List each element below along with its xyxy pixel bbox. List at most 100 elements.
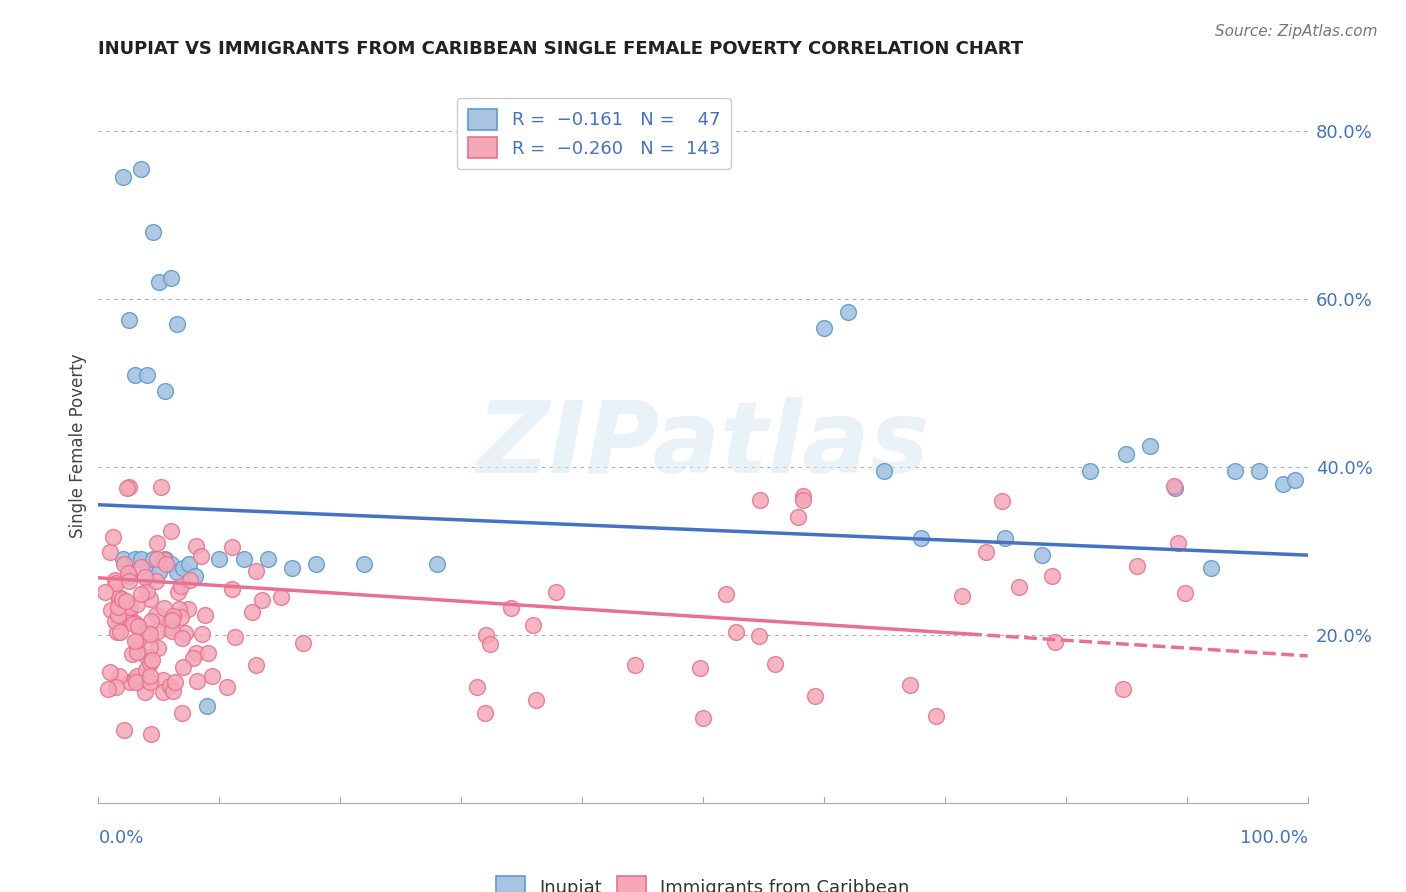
Point xyxy=(1040,569,1063,583)
Point xyxy=(170,631,193,645)
Point xyxy=(153,384,176,399)
Point xyxy=(108,625,131,640)
Point xyxy=(994,532,1017,546)
Point xyxy=(763,657,786,672)
Point xyxy=(305,557,328,571)
Point xyxy=(141,653,163,667)
Point xyxy=(813,321,835,335)
Point xyxy=(129,560,152,574)
Point xyxy=(245,657,267,672)
Point xyxy=(692,711,714,725)
Point xyxy=(873,464,896,478)
Point xyxy=(124,672,146,686)
Point xyxy=(115,594,138,608)
Point xyxy=(118,574,141,588)
Point xyxy=(1199,560,1222,574)
Point xyxy=(1272,476,1295,491)
Point xyxy=(100,603,122,617)
Point xyxy=(139,592,162,607)
Point xyxy=(129,587,152,601)
Point xyxy=(135,565,157,579)
Point xyxy=(97,682,120,697)
Point xyxy=(122,617,145,632)
Point xyxy=(136,584,159,599)
Point xyxy=(952,589,974,603)
Point xyxy=(148,275,170,289)
Point xyxy=(105,680,128,694)
Point xyxy=(153,553,176,567)
Point xyxy=(176,601,198,615)
Point xyxy=(1043,634,1066,648)
Point xyxy=(194,608,217,623)
Point xyxy=(153,552,176,566)
Point xyxy=(1031,548,1053,562)
Point xyxy=(1163,481,1185,495)
Point xyxy=(792,493,814,508)
Point xyxy=(146,551,169,566)
Point xyxy=(125,675,148,690)
Point xyxy=(1249,464,1271,478)
Point xyxy=(748,629,770,643)
Point xyxy=(250,592,273,607)
Point xyxy=(139,640,162,655)
Point xyxy=(124,368,146,382)
Point xyxy=(197,646,219,660)
Point xyxy=(624,657,647,672)
Point xyxy=(479,637,502,651)
Point xyxy=(170,579,193,593)
Point xyxy=(976,545,998,559)
Point xyxy=(121,647,143,661)
Point xyxy=(153,601,176,615)
Point xyxy=(1112,682,1135,697)
Point xyxy=(94,585,117,599)
Point xyxy=(107,608,129,623)
Point xyxy=(221,582,243,596)
Point xyxy=(221,540,243,554)
Point xyxy=(141,614,163,628)
Point xyxy=(149,480,172,494)
Point xyxy=(1284,473,1306,487)
Point xyxy=(803,689,825,703)
Point xyxy=(240,605,263,619)
Point xyxy=(127,618,149,632)
Point xyxy=(172,706,194,720)
Point xyxy=(837,304,859,318)
Point xyxy=(224,631,246,645)
Point xyxy=(118,313,141,327)
Point xyxy=(104,614,127,628)
Point xyxy=(170,609,193,624)
Point xyxy=(145,608,167,623)
Point xyxy=(118,569,141,583)
Point xyxy=(174,626,197,640)
Point xyxy=(111,592,134,607)
Point xyxy=(120,600,142,615)
Point xyxy=(135,368,157,382)
Point xyxy=(111,552,134,566)
Point xyxy=(152,685,174,699)
Point xyxy=(1167,536,1189,550)
Point xyxy=(145,574,167,588)
Point xyxy=(146,536,169,550)
Point xyxy=(177,557,201,571)
Point xyxy=(1174,586,1197,600)
Point xyxy=(139,627,162,641)
Point xyxy=(159,679,181,693)
Point xyxy=(142,225,165,239)
Point xyxy=(134,684,156,698)
Point xyxy=(714,587,737,601)
Point xyxy=(118,613,141,627)
Point xyxy=(104,573,127,587)
Point xyxy=(910,532,932,546)
Point xyxy=(156,621,179,635)
Point xyxy=(160,524,183,538)
Point xyxy=(124,634,146,648)
Text: ZIPatlas: ZIPatlas xyxy=(477,398,929,494)
Point xyxy=(522,617,544,632)
Point xyxy=(124,552,146,566)
Point xyxy=(353,557,375,571)
Point xyxy=(232,552,254,566)
Point xyxy=(129,161,152,176)
Point xyxy=(125,597,148,611)
Point xyxy=(499,600,522,615)
Point xyxy=(172,560,194,574)
